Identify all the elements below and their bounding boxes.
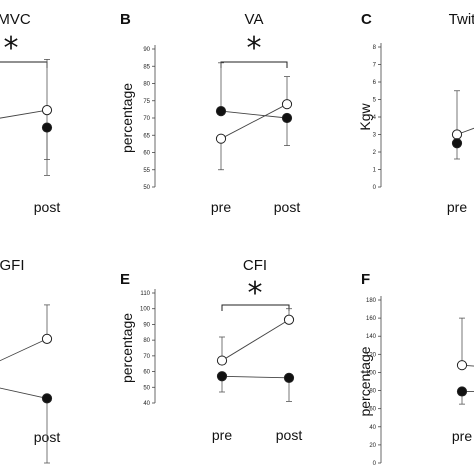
series-line-filled [221,375,290,379]
panel-letter: E [120,271,130,288]
y-tick-label: 40 [369,425,376,431]
y-tick-label: 90 [143,47,150,53]
y-tick-label: 70 [143,116,150,122]
filled-marker-point [283,372,295,383]
panel-title: Twit [449,11,474,28]
filled-marker-point [215,106,227,117]
y-tick-label: 7 [373,63,377,69]
open-marker-point [281,99,293,110]
open-marker-point [456,360,468,371]
y-tick-label: 5 [373,98,377,104]
y-tick-label: 65 [143,133,150,139]
open-marker-point [41,105,53,116]
x-tick-label: post [274,199,301,215]
series-line-open [0,109,48,119]
y-tick-label: 85 [143,64,150,70]
y-tick-label: 60 [143,370,150,376]
y-tick-label: 110 [140,291,150,297]
panel-title: CFI [243,257,267,274]
filled-marker-point [41,122,53,133]
y-tick-label: 2 [373,150,377,156]
panel-title: MVC [0,11,31,28]
open-marker-point [41,333,53,344]
x-tick-label: post [34,199,61,215]
y-tick-label: 100 [366,370,377,376]
series-line-filled [220,110,288,119]
y-axis-label: percentage [119,313,135,383]
panel-mvc: MVC post * [0,11,60,215]
y-tick-label: 55 [143,168,150,174]
open-marker-point [216,355,228,366]
series-line-open [461,364,474,367]
open-marker-point [215,133,227,144]
open-marker-point [283,314,295,325]
y-tick-label: 3 [373,133,377,139]
panel-twitch: CTwit012345678Kgwprepost [357,11,474,215]
series-line-open [456,127,474,135]
y-tick-label: 60 [369,407,376,413]
y-tick-label: 40 [143,401,150,407]
significance-star: * [4,31,19,66]
y-axis-label: percentage [119,83,135,153]
y-tick-label: 160 [366,316,377,322]
y-tick-label: 70 [143,354,150,360]
panel-letter: B [120,11,131,28]
filled-marker-point [456,386,468,397]
series-line-open [221,319,290,361]
x-tick-label: pre [447,199,467,215]
y-tick-label: 0 [373,185,377,191]
series-line-filled [0,387,48,399]
x-tick-label: pre [211,199,231,215]
y-tick-label: 4 [373,115,377,121]
y-tick-label: 8 [373,45,377,51]
filled-marker-point [281,112,293,124]
y-tick-label: 50 [143,385,150,391]
open-marker-point [451,129,463,140]
y-tick-label: 120 [366,352,377,358]
panel-title: VA [245,11,264,28]
x-tick-label: pre [452,428,472,444]
panel-va: B VA 50 55 60 65 70 75 80 85 90 percentage pre post * [119,11,300,215]
filled-marker-point [216,371,228,382]
significance-star: * [248,276,263,311]
y-tick-label: 80 [143,82,150,88]
panel-cfi: E CFI 40 50 60 70 80 90 100 110 percentage pre post * [119,257,302,443]
y-axis-label: percentage [357,346,373,416]
series-line-open [220,103,288,140]
panel-letter: F [361,271,370,288]
series-line-open [0,338,48,362]
panel-f: F 0 20 40 60 80 100 120 140 160 180 percentage pre [357,271,474,467]
filled-marker-point [451,138,463,149]
filled-marker-point [41,393,53,404]
y-axis-label: Kgw [357,102,373,130]
significance-bracket [221,304,290,311]
y-tick-label: 1 [373,168,377,174]
y-tick-label: 75 [143,99,150,105]
y-tick-label: 90 [143,322,150,328]
x-tick-label: post [276,427,303,443]
panel-title: GFI [0,257,25,274]
y-tick-label: 0 [373,461,377,467]
y-tick-label: 100 [140,307,151,313]
y-tick-label: 6 [373,80,377,86]
y-tick-label: 50 [143,185,150,191]
y-tick-label: 20 [369,443,376,449]
panel-letter: C [361,11,372,28]
y-tick-label: 80 [369,389,376,395]
y-tick-label: 180 [366,298,377,304]
significance-star: * [247,31,262,66]
x-tick-label: pre [212,427,232,443]
y-tick-label: 140 [366,334,377,340]
y-tick-label: 60 [143,151,150,157]
y-tick-label: 80 [143,338,150,344]
